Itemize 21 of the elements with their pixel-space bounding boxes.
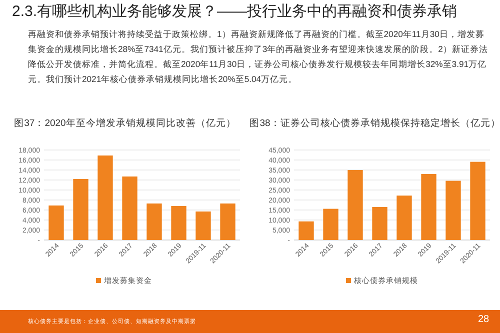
- bar: [298, 221, 314, 240]
- bar: [220, 204, 236, 240]
- text: 28: [478, 314, 490, 325]
- bar: [372, 207, 388, 240]
- bar: [146, 204, 162, 240]
- bar: [196, 212, 211, 240]
- bar: [323, 208, 338, 240]
- chart-title: 图38：证券公司核心债券承销规模保持稳定增长（亿元）: [250, 117, 500, 129]
- bar: [396, 196, 412, 240]
- bar: [446, 180, 461, 240]
- bar: [48, 206, 64, 240]
- bar: [73, 179, 88, 240]
- text: 再融资和债券承销预计将持续受益于政策松绑。1）再融资新规降低了再融资的门槛。截至2020年11月30日，增发募集资金的规模同比增长28%至7341亿元。我们预计被压抑了3年的再融资业务有望迎来快速发展的阶段。2）新证券法降低公开发债标准，并简化流程。截至2020年11月30日，证券公司核心债券发行规模较去年同期增长32%至3.91万亿元。我们预计2021年核心债券承销规模同比增长20%至5.04万亿元。: [28, 28, 489, 86]
- bar: [122, 176, 138, 240]
- bar: [98, 156, 113, 240]
- chart-title: 图37：2020年至今增发承销规模同比改善（亿元）: [14, 117, 236, 129]
- bar: [421, 174, 436, 240]
- text: 2.3.有哪些机构业务能够发展？——投行业务中的再融资和债券承销: [12, 2, 458, 21]
- bar: [470, 162, 486, 240]
- bar: [348, 170, 363, 240]
- bar: [171, 206, 186, 240]
